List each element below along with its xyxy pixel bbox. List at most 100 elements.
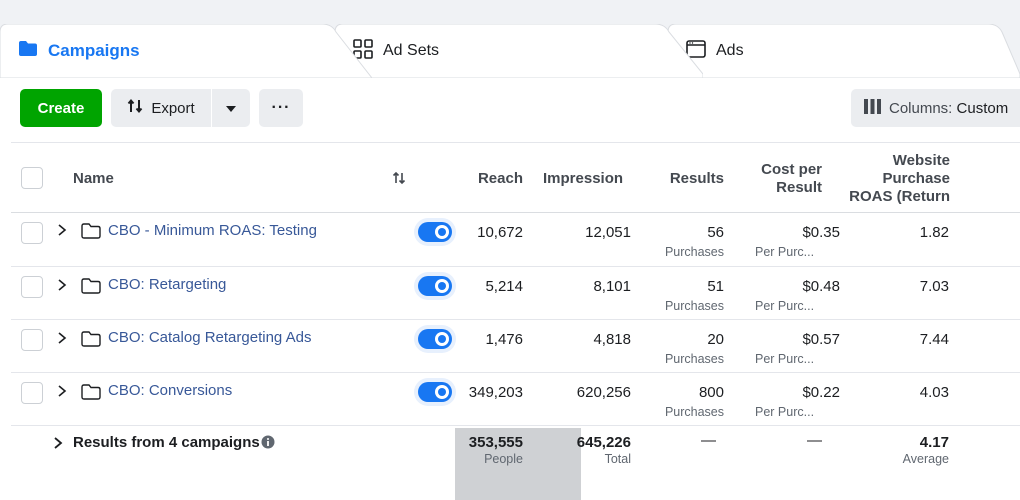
reach-value: 349,203 [468,384,523,401]
summary-impressions-value: 645,226 [576,434,631,451]
row-checkbox[interactable] [21,382,43,404]
results-value: 56 [707,224,724,241]
tab-background [335,24,703,78]
summary-cost-value: — [807,432,822,449]
column-header-impressions[interactable]: Impression [543,170,624,187]
summary-impressions-unit: Total [604,452,631,466]
tab-ads[interactable]: Ads [668,24,1020,78]
select-all-checkbox[interactable] [21,167,43,189]
results-unit: Purchases [664,299,724,313]
columns-icon [864,98,881,118]
summary-results-value: — [701,432,716,449]
info-icon[interactable] [261,435,275,453]
reach-value: 1,476 [485,331,523,348]
campaign-toggle[interactable] [418,382,452,402]
table-row[interactable]: CBO - Minimum ROAS: Testing 10,672 12,05… [11,214,1020,267]
cost-value: $0.35 [802,224,840,241]
table-header: Name Reach Impression Results Cost per R… [11,142,1020,213]
tab-bar: Ads Ad Sets Campaigns [0,0,1020,78]
expand-chevron-icon[interactable] [57,331,67,349]
caret-down-icon [225,100,237,117]
roas-header-line2: Purchase [882,170,950,187]
summary-expand-chevron-icon[interactable] [53,436,63,454]
impressions-value: 12,051 [585,224,631,241]
toolbar: Create Export ··· Columns: Custom [0,78,1020,140]
roas-value: 7.03 [919,278,949,295]
results-unit: Purchases [664,245,724,259]
summary-reach-value: 353,555 [468,434,523,451]
cost-value: $0.57 [802,331,840,348]
summary-roas-unit: Average [902,452,949,466]
table-row[interactable]: CBO: Retargeting 5,214 8,101 51 Purchase… [11,267,1020,320]
column-header-name[interactable]: Name [73,170,114,187]
cost-value: $0.48 [802,278,840,295]
impressions-value: 620,256 [576,384,631,401]
expand-chevron-icon[interactable] [57,384,67,402]
roas-value: 7.44 [919,331,949,348]
create-button-label: Create [37,99,85,117]
campaign-name-link[interactable]: CBO: Catalog Retargeting Ads [108,329,312,346]
campaign-name-link[interactable]: CBO: Conversions [108,382,233,399]
reach-value: 10,672 [477,224,523,241]
more-options-button[interactable]: ··· [259,89,303,127]
summary-label: Results from 4 campaigns [73,434,260,451]
results-unit: Purchases [664,405,724,419]
tab-background [0,24,372,78]
cost-header-line2: Result [776,179,822,196]
roas-value: 4.03 [919,384,949,401]
cost-unit: Per Purc... [755,245,815,259]
create-button[interactable]: Create [20,89,102,127]
tab-ad-sets[interactable]: Ad Sets [335,24,703,78]
row-checkbox[interactable] [21,276,43,298]
summary-row: Results from 4 campaigns 353,555 People … [11,428,1020,478]
tab-campaigns[interactable]: Campaigns [0,24,372,78]
columns-button[interactable]: Columns: Custom [851,89,1020,127]
summary-roas-value: 4.17 [919,434,949,451]
tab-ads-label: Ads [716,42,744,59]
campaign-name-link[interactable]: CBO: Retargeting [108,276,227,293]
grid-icon [353,38,373,64]
campaign-toggle[interactable] [418,276,452,296]
table-row[interactable]: CBO: Catalog Retargeting Ads 1,476 4,818… [11,320,1020,373]
folder-outline-icon [81,384,101,404]
cost-unit: Per Purc... [755,352,815,366]
row-checkbox[interactable] [21,329,43,351]
expand-chevron-icon[interactable] [57,223,67,241]
cost-unit: Per Purc... [755,299,815,313]
reach-value: 5,214 [485,278,523,295]
columns-prefix: Columns: [889,99,953,117]
table-row[interactable]: CBO: Conversions 349,203 620,256 800 Pur… [11,373,1020,426]
export-dropdown-button[interactable] [212,89,250,127]
folder-icon [18,40,38,62]
cost-unit: Per Purc... [755,405,815,419]
impressions-value: 4,818 [593,331,631,348]
export-button[interactable]: Export [111,89,211,127]
campaign-toggle[interactable] [418,329,452,349]
column-header-results[interactable]: Results [669,170,724,187]
sort-icon[interactable] [392,171,406,190]
expand-chevron-icon[interactable] [57,278,67,296]
roas-header-line3: ROAS (Return [849,188,950,205]
impressions-value: 8,101 [593,278,631,295]
roas-value: 1.82 [919,224,949,241]
ad-window-icon [686,39,706,63]
results-unit: Purchases [664,352,724,366]
campaign-name-link[interactable]: CBO - Minimum ROAS: Testing [108,222,317,239]
column-header-cost-per-result[interactable]: Cost per Result [741,161,822,197]
tab-campaigns-label: Campaigns [48,41,140,60]
cost-header-line1: Cost per [761,161,822,178]
results-value: 20 [707,331,724,348]
roas-header-line1: Website [892,152,950,169]
highlight-overlay [455,428,581,500]
column-header-roas[interactable]: Website Purchase ROAS (Return [831,152,950,206]
campaign-toggle[interactable] [418,222,452,242]
row-checkbox[interactable] [21,222,43,244]
summary-reach-unit: People [484,452,523,466]
results-value: 800 [698,384,724,401]
export-icon [127,98,143,118]
columns-button-label: Columns: Custom [889,100,1008,117]
results-value: 51 [707,278,724,295]
column-header-reach[interactable]: Reach [477,170,523,187]
tab-ad-sets-label: Ad Sets [383,42,440,59]
more-options-label: ··· [271,99,291,116]
